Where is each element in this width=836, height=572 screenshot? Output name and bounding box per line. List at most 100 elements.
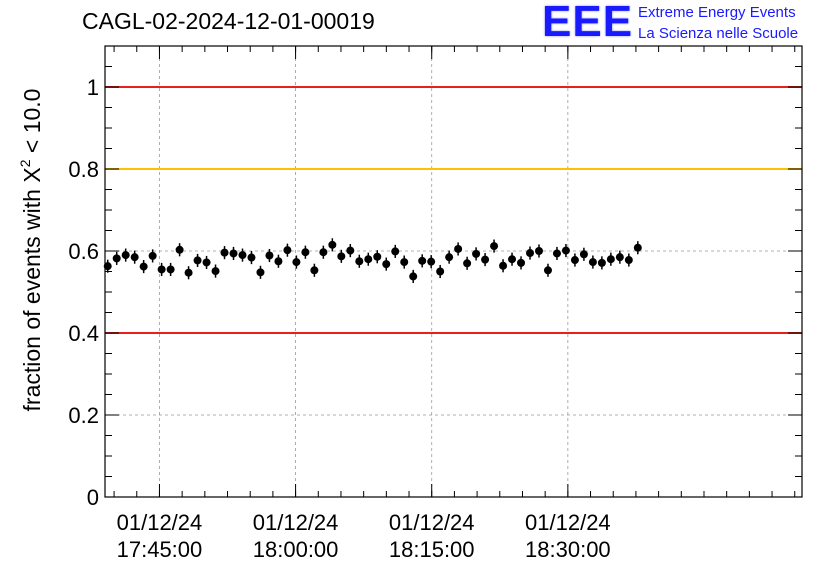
point-marker	[112, 254, 121, 263]
y-tick-label: 0	[87, 485, 99, 510]
data-point	[220, 246, 229, 260]
point-marker	[552, 249, 561, 258]
plot-frame	[104, 45, 803, 498]
data-point	[229, 246, 238, 261]
point-marker	[418, 256, 427, 265]
y-axis-label-superscript: 2	[17, 159, 33, 167]
point-marker	[274, 257, 283, 266]
point-marker	[193, 256, 202, 265]
data-point	[193, 253, 202, 267]
x-tick-label-time: 18:00:00	[253, 537, 339, 562]
data-point	[517, 256, 526, 270]
threshold-lines	[105, 86, 802, 334]
data-point	[337, 249, 346, 263]
point-marker	[130, 253, 139, 262]
data-point	[490, 239, 499, 253]
data-point	[310, 263, 319, 277]
data-point	[499, 259, 508, 273]
y-axis-label-suffix: < 10.0	[19, 89, 45, 160]
axis-tick-labels: 01/12/2417:45:0001/12/2418:00:0001/12/24…	[68, 75, 610, 562]
data-point	[615, 250, 624, 264]
point-marker	[597, 258, 606, 267]
data-point	[364, 252, 373, 266]
x-tick-label-date: 01/12/24	[117, 510, 203, 535]
point-marker	[463, 259, 472, 268]
data-point	[103, 259, 112, 273]
point-marker	[103, 262, 112, 271]
data-point	[274, 254, 283, 268]
y-axis-label-prefix: fraction of events with	[19, 183, 45, 412]
point-marker	[561, 246, 570, 255]
point-marker	[175, 245, 184, 254]
point-marker	[543, 266, 552, 275]
data-point	[508, 252, 517, 266]
point-marker	[319, 248, 328, 257]
data-point	[382, 257, 391, 271]
point-marker	[382, 260, 391, 269]
data-point	[292, 255, 301, 269]
data-point	[552, 246, 561, 261]
point-marker	[211, 267, 220, 276]
data-point	[543, 263, 552, 277]
point-marker	[148, 251, 157, 260]
point-marker	[256, 268, 265, 277]
y-tick-label: 0.6	[68, 239, 99, 264]
point-marker	[346, 246, 355, 255]
point-marker	[337, 252, 346, 261]
data-point	[346, 244, 355, 258]
data-point	[409, 269, 418, 283]
point-marker	[534, 247, 543, 255]
data-point	[175, 243, 184, 257]
point-marker	[166, 265, 175, 274]
data-points	[103, 238, 642, 283]
point-marker	[436, 267, 445, 276]
point-marker	[517, 258, 526, 267]
point-marker	[364, 255, 373, 264]
data-point	[454, 242, 463, 256]
point-marker	[570, 256, 579, 265]
y-tick-label: 0.4	[68, 321, 99, 346]
data-point	[526, 246, 535, 260]
data-point	[130, 250, 139, 264]
y-tick-label: 0.2	[68, 403, 99, 428]
point-marker	[157, 265, 166, 274]
point-marker	[328, 240, 337, 249]
data-point	[570, 253, 579, 267]
point-marker	[184, 268, 193, 277]
data-point	[355, 254, 364, 268]
data-point	[301, 245, 310, 259]
data-point	[202, 255, 211, 270]
point-marker	[220, 248, 229, 257]
x-tick-label-date: 01/12/24	[525, 510, 611, 535]
data-point	[265, 248, 274, 263]
point-marker	[624, 256, 633, 265]
data-point	[588, 255, 597, 269]
data-point	[534, 244, 543, 258]
data-point	[283, 243, 292, 257]
data-point	[373, 250, 382, 264]
data-point	[579, 247, 588, 261]
point-marker	[292, 258, 301, 267]
point-marker	[606, 255, 615, 264]
point-marker	[579, 250, 588, 259]
logo-text-line-1: Extreme Energy Events	[638, 4, 796, 21]
y-tick-label: 0.8	[68, 157, 99, 182]
x-tick-label-date: 01/12/24	[253, 510, 339, 535]
data-point	[211, 264, 220, 278]
point-marker	[229, 249, 238, 258]
data-point	[624, 253, 633, 267]
x-tick-label-time: 18:30:00	[525, 537, 611, 562]
point-marker	[202, 258, 211, 267]
y-axis-label-symbol: X	[19, 167, 45, 182]
point-marker	[454, 244, 463, 253]
data-point	[436, 264, 445, 279]
y-tick-label: 1	[87, 75, 99, 100]
point-marker	[283, 246, 292, 255]
point-marker	[615, 253, 624, 262]
point-marker	[400, 258, 409, 267]
x-tick-label-date: 01/12/24	[389, 510, 475, 535]
data-point	[319, 245, 328, 259]
point-marker	[499, 261, 508, 270]
point-marker	[472, 249, 481, 258]
data-point	[561, 244, 570, 258]
